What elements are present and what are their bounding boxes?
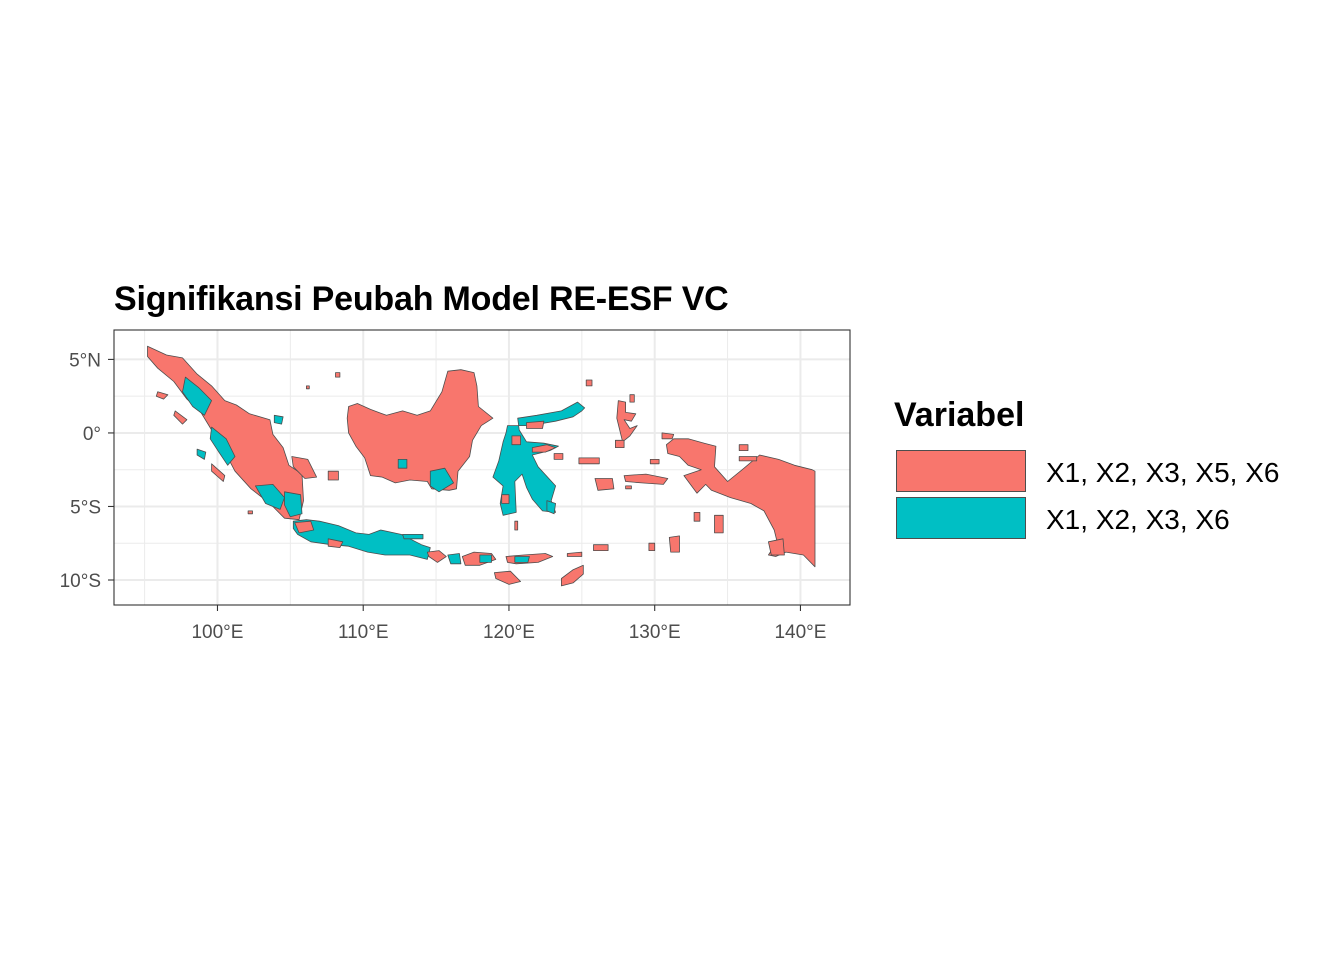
region-obi-bacan: [615, 439, 625, 449]
x-tick-label: 130°E: [629, 622, 681, 643]
region-kalimantan-central-small: [397, 458, 408, 469]
region-biak: [738, 444, 749, 452]
region-mentawai-south: [211, 463, 226, 482]
region-yos-sudarso: [768, 538, 785, 556]
region-sumatra-north-west: [182, 376, 213, 416]
region-sula: [578, 457, 600, 465]
region-mentawai-siberut: [196, 448, 207, 460]
map-title: Signifikansi Peubah Model RE-ESF VC: [114, 280, 729, 318]
region-bangka: [291, 456, 318, 479]
region-java: [292, 519, 431, 560]
region-morotai: [629, 394, 635, 403]
region-kalimantan-south: [429, 467, 455, 493]
region-babar: [648, 542, 656, 551]
region-timor: [561, 564, 584, 587]
region-sumatra-lampung: [284, 491, 303, 518]
region-flores: [505, 553, 554, 565]
y-tick-label: 10°S: [60, 571, 101, 592]
region-kalimantan: [346, 369, 494, 491]
region-natuna: [335, 372, 341, 378]
region-sumba: [493, 570, 521, 585]
region-seram: [623, 473, 669, 485]
region-selayar: [514, 520, 519, 531]
y-tick-label: 5°S: [70, 497, 101, 518]
region-halmahera: [616, 400, 638, 443]
legend-key-x1-x2-x3-x5-x6: [896, 450, 1026, 492]
legend-key-x1-x2-x3-x6: [896, 497, 1026, 539]
region-enggano: [247, 510, 253, 515]
region-ambon: [625, 485, 632, 490]
region-sulawesi-south-spot: [501, 494, 510, 504]
region-bali: [426, 550, 447, 563]
region-madura: [402, 534, 424, 540]
region-alor: [566, 551, 583, 557]
x-tick-label: 120°E: [483, 622, 535, 643]
region-belitung: [327, 470, 339, 481]
y-tick-label: 5°N: [69, 350, 101, 371]
x-tick-label: 100°E: [191, 622, 243, 643]
region-yapen: [738, 456, 758, 462]
region-sumbawa-east: [479, 554, 492, 563]
region-anambas: [305, 385, 310, 390]
region-tanimbar: [668, 535, 680, 553]
region-nias: [173, 410, 188, 425]
y-tick-label: 0°: [83, 424, 101, 445]
region-sulawesi-north-centre: [526, 420, 545, 429]
x-tick-label: 140°E: [774, 622, 826, 643]
region-wetar: [593, 544, 609, 551]
region-java-west-coast: [294, 520, 315, 534]
region-kei: [693, 512, 701, 522]
panel-border: [113, 329, 851, 606]
region-simeulue: [155, 391, 169, 400]
region-sangihe: [585, 379, 593, 387]
legend-label-x1-x2-x3-x5-x6: X1, X2, X3, X5, X6: [1046, 457, 1280, 488]
axis-ticks: 100°E 110°E 120°E 130°E 140°E 5°N 0° 5°S 10°S: [60, 350, 827, 643]
map-regions: [147, 345, 816, 587]
region-sumatra-south: [254, 483, 285, 510]
region-aru: [714, 514, 724, 534]
region-flores-central: [514, 556, 530, 563]
region-misool: [649, 458, 660, 465]
region-sulawesi-central-spot: [511, 435, 521, 446]
region-sumatra-west-coast: [209, 426, 236, 466]
legend-label-x1-x2-x3-x6: X1, X2, X3, X6: [1046, 504, 1230, 535]
region-lombok: [447, 553, 462, 565]
region-buru: [594, 478, 615, 491]
x-tick-label: 110°E: [338, 622, 389, 643]
legend-title: Variabel: [894, 396, 1025, 434]
region-java-south-central: [327, 538, 344, 548]
region-banggai: [553, 453, 564, 460]
region-riau-islands: [273, 414, 284, 425]
region-waigeo: [661, 432, 675, 440]
region-sulawesi-east-arm: [531, 444, 556, 453]
region-buton: [546, 500, 556, 515]
